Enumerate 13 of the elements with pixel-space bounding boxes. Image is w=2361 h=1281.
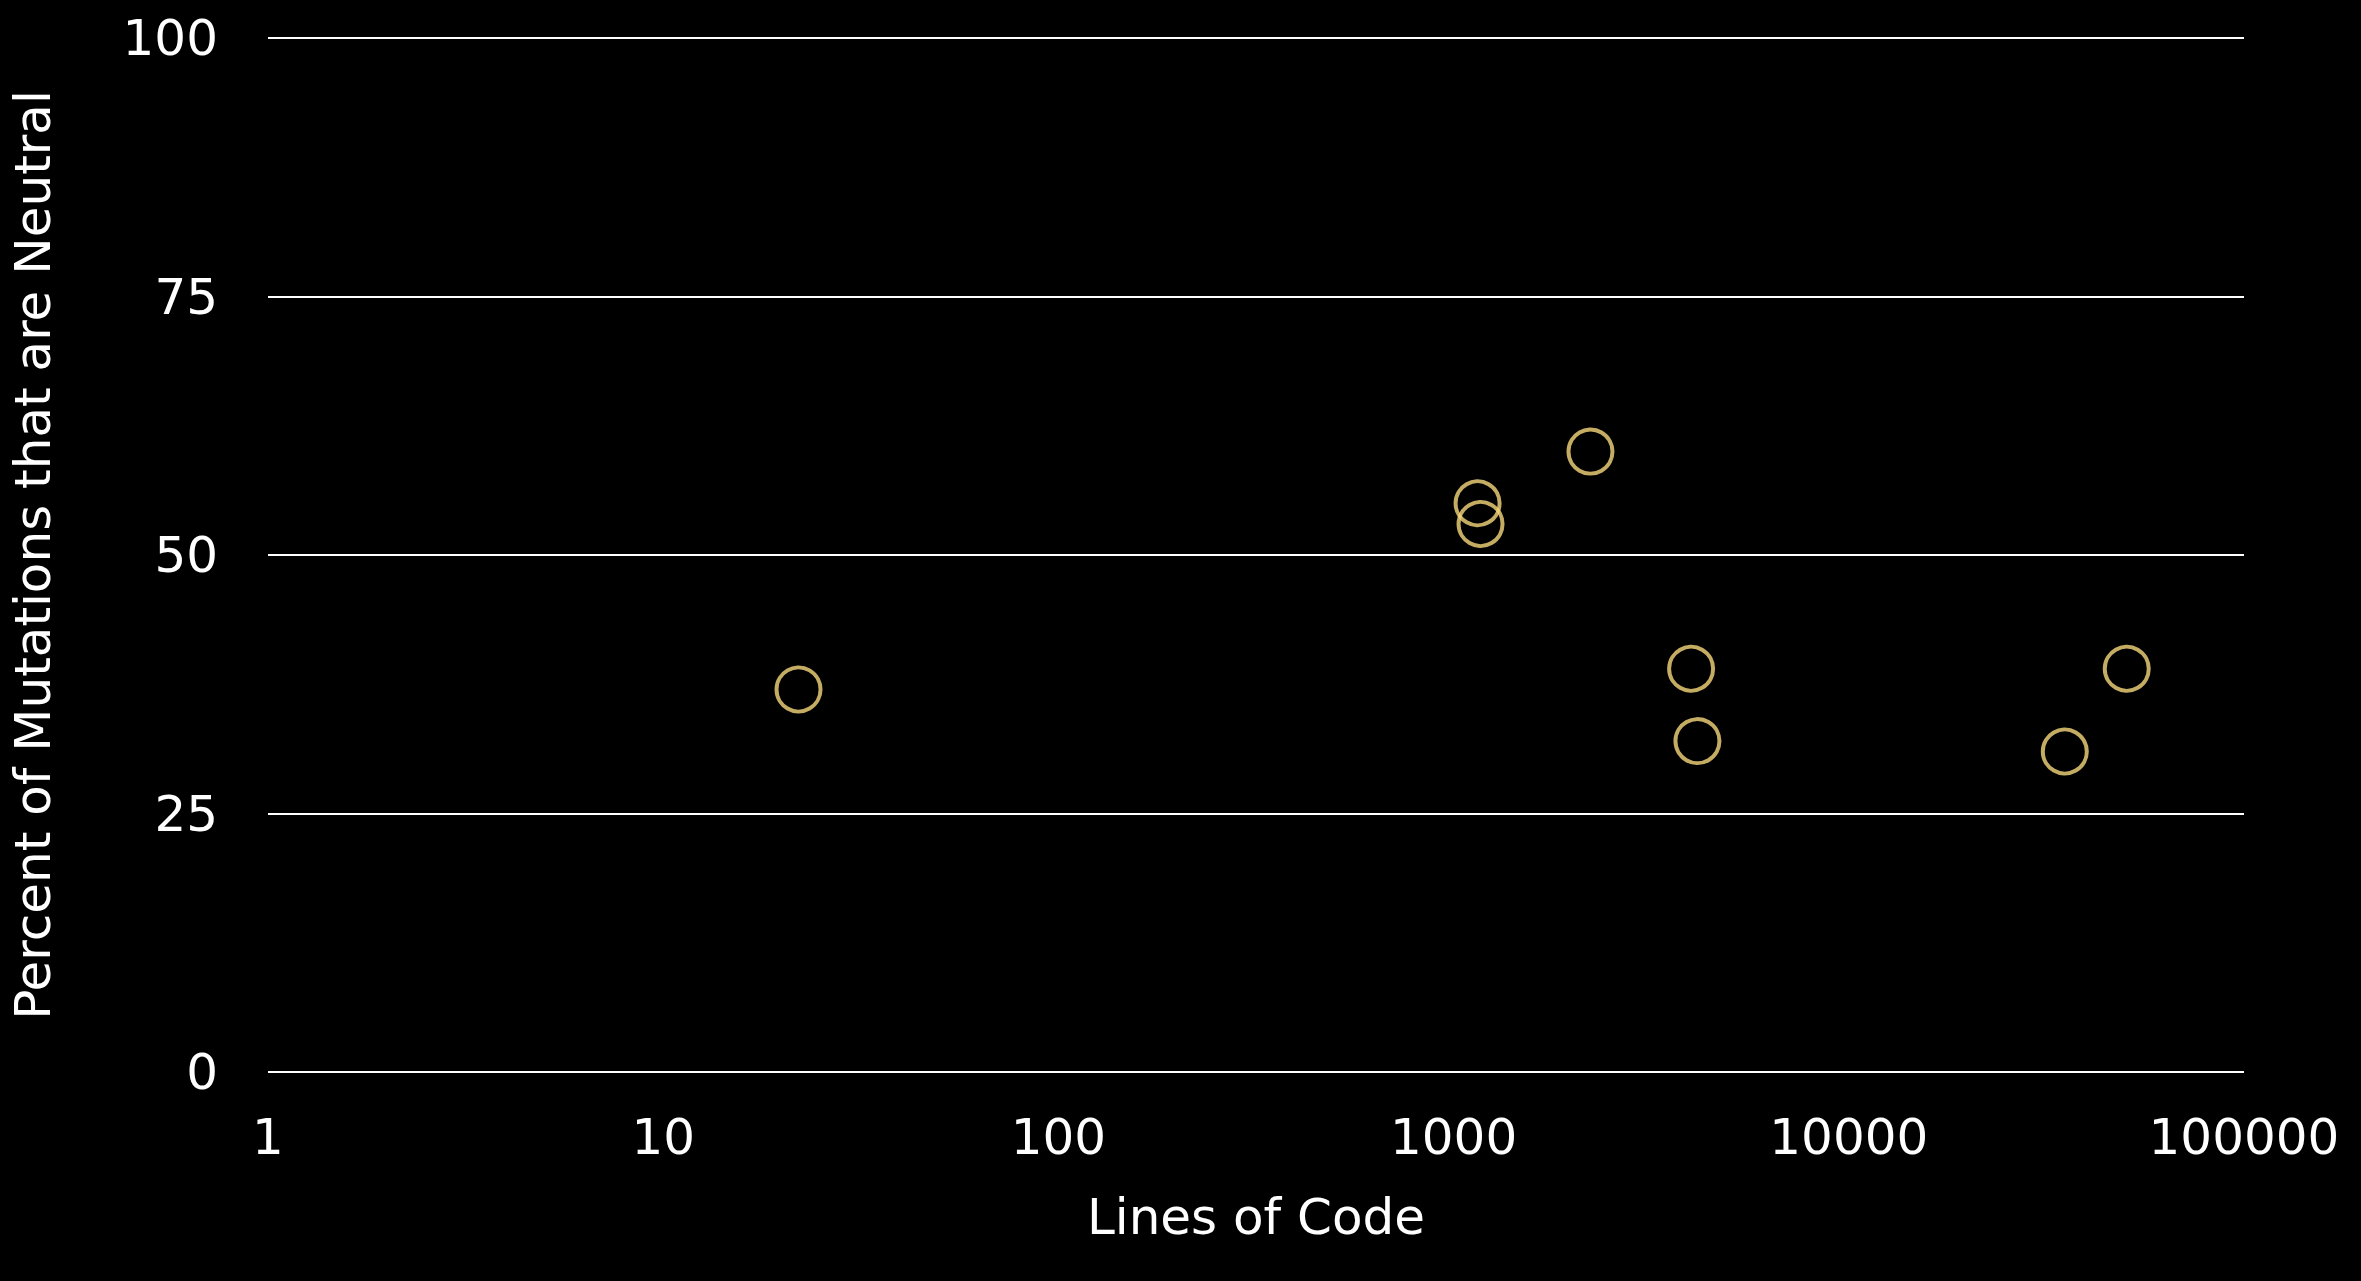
x-tick-label: 100000 xyxy=(2148,1108,2340,1166)
x-tick-label: 1000 xyxy=(1389,1108,1518,1166)
y-tick-label: 100 xyxy=(122,9,218,67)
x-tick-label: 1 xyxy=(252,1108,284,1166)
y-axis-title: Percent of Mutations that are Neutral xyxy=(4,90,62,1020)
x-tick-label: 10 xyxy=(631,1108,696,1166)
y-tick-label: 50 xyxy=(154,526,218,584)
x-tick-label: 10000 xyxy=(1769,1108,1929,1166)
y-tick-label: 75 xyxy=(154,267,218,326)
x-tick-label: 100 xyxy=(1010,1108,1107,1166)
y-tick-label: 25 xyxy=(154,784,218,843)
x-axis-title: Lines of Code xyxy=(1086,1188,1426,1246)
y-tick-label: 0 xyxy=(186,1043,218,1101)
